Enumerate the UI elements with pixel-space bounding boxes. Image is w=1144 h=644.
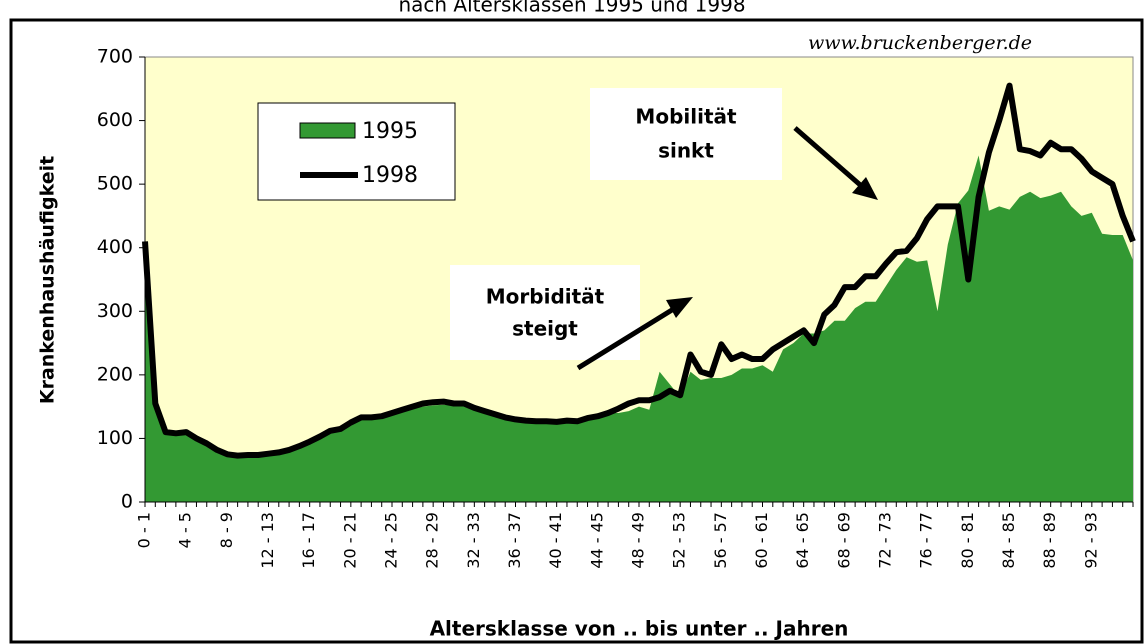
y-tick-label: 400 xyxy=(97,236,133,258)
legend-swatch xyxy=(299,122,356,139)
x-tick-label: 36 - 37 xyxy=(505,512,524,569)
annotation-box xyxy=(590,88,782,180)
x-tick-label: 64 - 65 xyxy=(793,512,812,569)
x-tick-label: 68 - 69 xyxy=(834,512,853,569)
x-tick-label: 32 - 33 xyxy=(464,512,483,569)
y-tick-label: 600 xyxy=(97,109,133,131)
x-tick-label: 24 - 25 xyxy=(382,512,401,569)
x-tick-label: 72 - 73 xyxy=(876,512,895,569)
x-tick-label: 92 - 93 xyxy=(1081,512,1100,569)
y-tick-label: 0 xyxy=(121,491,133,513)
annotation: sinkt xyxy=(658,139,714,163)
x-axis-label: Altersklasse von .. bis unter .. Jahren xyxy=(430,617,849,641)
y-tick-label: 500 xyxy=(97,173,133,195)
y-axis-label: Krankenhaushäufigkeit xyxy=(37,156,59,404)
x-tick-label: 0 - 1 xyxy=(135,512,154,548)
x-tick-label: 44 - 45 xyxy=(587,512,606,569)
y-tick-label: 300 xyxy=(97,300,133,322)
x-tick-label: 12 - 13 xyxy=(258,512,277,569)
subtitle: nach Altersklassen 1995 und 1998 xyxy=(398,0,745,17)
x-tick-label: 8 - 9 xyxy=(217,512,236,548)
arrow xyxy=(793,126,868,192)
x-tick-label: 28 - 29 xyxy=(423,512,442,569)
legend xyxy=(257,102,456,201)
y-tick-label: 200 xyxy=(97,363,133,385)
line xyxy=(142,82,1136,459)
annotation: Morbidität xyxy=(486,285,605,309)
x-tick-label: 88 - 89 xyxy=(1040,512,1059,569)
x-tick-label: 16 - 17 xyxy=(299,512,318,569)
arrow-head xyxy=(852,177,878,200)
arrow-head xyxy=(666,297,693,318)
x-tick-label: 48 - 49 xyxy=(629,512,648,569)
arrow xyxy=(576,302,682,371)
watermark: www.bruckenberger.de xyxy=(808,32,1032,54)
y-tick-label: 700 xyxy=(97,46,133,68)
x-tick-label: 20 - 21 xyxy=(340,512,359,569)
legend-label: 1998 xyxy=(362,163,418,188)
frame xyxy=(9,18,1144,644)
x-tick-label: 40 - 41 xyxy=(546,512,565,569)
y-tick-label: 100 xyxy=(97,427,133,449)
x-tick-label: 56 - 57 xyxy=(711,512,730,569)
x-tick-label: 60 - 61 xyxy=(752,512,771,569)
x-tick-label: 4 - 5 xyxy=(176,512,195,548)
annotation: steigt xyxy=(512,317,578,341)
x-tick-label: 76 - 77 xyxy=(917,512,936,569)
x-tick-label: 84 - 85 xyxy=(999,512,1018,569)
x-tick-label: 80 - 81 xyxy=(958,512,977,569)
annotation-box xyxy=(450,265,640,360)
annotation: Mobilität xyxy=(635,105,737,129)
legend-label: 1995 xyxy=(362,119,418,144)
x-tick-label: 52 - 53 xyxy=(670,512,689,569)
